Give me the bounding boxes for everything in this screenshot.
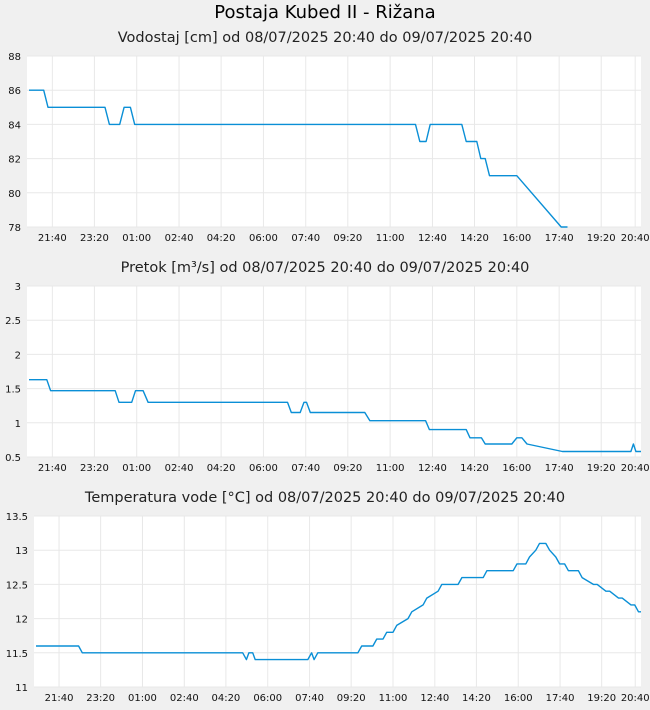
y-tick-label: 88	[8, 52, 21, 63]
chart-flow: Pretok [m³/s] od 08/07/2025 20:40 do 09/…	[0, 258, 650, 480]
x-tick-label: 12:40	[418, 233, 447, 244]
y-tick-label: 2	[15, 350, 21, 361]
y-tick-label: 84	[8, 120, 21, 131]
plot-area	[27, 286, 641, 457]
y-tick-label: 12	[15, 615, 28, 626]
x-tick-label: 19:20	[587, 233, 616, 244]
chart-title: Vodostaj [cm] od 08/07/2025 20:40 do 09/…	[117, 30, 533, 46]
x-tick-label: 06:00	[253, 693, 282, 704]
plot-area	[27, 56, 641, 227]
y-tick-label: 1	[15, 419, 21, 430]
x-tick-label: 06:00	[249, 463, 278, 474]
x-tick-label: 19:20	[587, 463, 616, 474]
x-tick-label: 01:00	[122, 233, 151, 244]
x-tick-label: 21:40	[38, 233, 67, 244]
chart-water-temperature-plot: 11 11.5 12 12.5 13 13.5 21:40 23:20 01:00 02:40 04…	[6, 512, 650, 704]
series-line	[29, 378, 641, 453]
x-tick-label: 09:20	[333, 233, 362, 244]
x-tick-label: 09:20	[337, 693, 366, 704]
x-tick-label: 17:40	[545, 463, 574, 474]
x-tick-label: 21:40	[45, 693, 74, 704]
y-tick-label: 78	[8, 223, 21, 234]
x-tick-label: 09:20	[333, 463, 362, 474]
y-tick-label: 1.5	[5, 385, 21, 396]
x-tick-label: 16:00	[504, 693, 533, 704]
x-tick-label: 20:40	[621, 233, 650, 244]
x-tick-label: 12:40	[418, 463, 447, 474]
y-tick-label: 2.5	[5, 316, 21, 327]
x-tick-label: 02:40	[170, 693, 199, 704]
chart-water-level: Vodostaj [cm] od 08/07/2025 20:40 do 09/…	[0, 28, 650, 250]
y-tick-label: 3	[15, 282, 21, 293]
chart-water-temperature: Temperatura vode [°C] od 08/07/2025 20:4…	[0, 488, 650, 710]
plot-area	[34, 516, 641, 687]
x-tick-label: 23:20	[80, 233, 109, 244]
x-tick-label: 04:20	[211, 693, 240, 704]
x-tick-label: 11:00	[376, 463, 405, 474]
x-tick-label: 14:20	[460, 463, 489, 474]
y-tick-label: 82	[8, 155, 21, 166]
y-tick-label: 0.5	[5, 453, 21, 464]
x-tick-label: 01:00	[128, 693, 157, 704]
chart-title: Temperatura vode [°C] od 08/07/2025 20:4…	[84, 490, 566, 506]
y-tick-label: 11.5	[6, 649, 28, 660]
x-tick-label: 17:40	[545, 233, 574, 244]
x-tick-label: 11:00	[376, 233, 405, 244]
x-tick-label: 14:20	[462, 693, 491, 704]
x-tick-label: 02:40	[165, 233, 194, 244]
x-tick-label: 14:20	[460, 233, 489, 244]
chart-flow-plot: 0.5 1 1.5 2 2.5 3 21:40 23:20 01:00 02:40 04:20 06:…	[5, 282, 650, 474]
x-tick-label: 20:40	[621, 693, 650, 704]
x-tick-label: 04:20	[207, 463, 236, 474]
x-tick-label: 23:20	[86, 693, 115, 704]
y-tick-label: 13	[15, 546, 28, 557]
series-line	[36, 542, 641, 661]
y-tick-label: 11	[15, 683, 28, 694]
x-tick-label: 17:40	[546, 693, 575, 704]
x-tick-label: 12:40	[420, 693, 449, 704]
y-tick-label: 12.5	[6, 580, 28, 591]
x-tick-label: 23:20	[80, 463, 109, 474]
y-tick-label: 80	[8, 189, 21, 200]
chart-water-level-plot: 78 80 82 84 86 88 21:40 23:20 01:00 02:40 04:20 06:…	[8, 52, 650, 244]
y-tick-label: 86	[8, 86, 21, 97]
series-line	[29, 89, 568, 228]
x-tick-label: 16:00	[502, 233, 531, 244]
x-tick-label: 11:00	[379, 693, 408, 704]
x-tick-label: 06:00	[249, 233, 278, 244]
x-tick-label: 04:20	[207, 233, 236, 244]
x-tick-label: 21:40	[38, 463, 67, 474]
x-tick-label: 01:00	[122, 463, 151, 474]
x-tick-label: 07:40	[291, 463, 320, 474]
x-tick-label: 19:20	[587, 693, 616, 704]
x-tick-label: 07:40	[295, 693, 324, 704]
page-title: Postaja Kubed II - Rižana	[214, 2, 436, 23]
x-tick-label: 20:40	[621, 463, 650, 474]
x-tick-label: 07:40	[291, 233, 320, 244]
x-tick-label: 02:40	[165, 463, 194, 474]
x-tick-label: 16:00	[502, 463, 531, 474]
y-tick-label: 13.5	[6, 512, 28, 523]
chart-title: Pretok [m³/s] od 08/07/2025 20:40 do 09/…	[120, 260, 530, 276]
